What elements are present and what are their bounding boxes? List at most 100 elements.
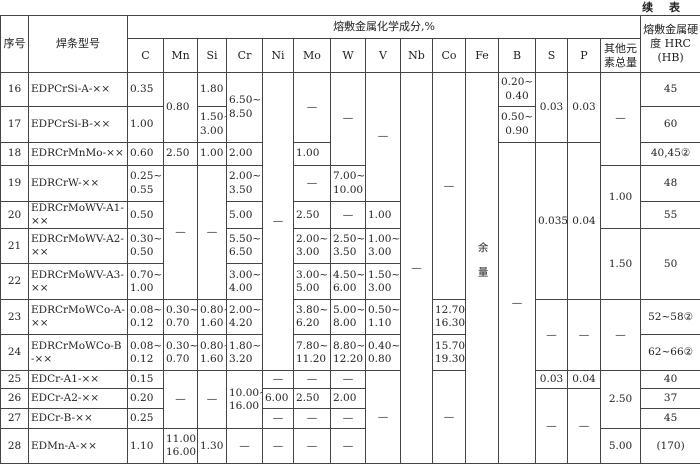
composition-value: 0.08~0.12 <box>128 335 164 371</box>
column-header: V <box>366 39 401 73</box>
composition-value: 1.50 <box>601 229 641 300</box>
composition-value: 0.30~0.70 <box>164 335 198 371</box>
row-number: 20 <box>1 202 29 229</box>
column-header: Fe <box>466 39 499 73</box>
row-number: 21 <box>1 229 29 264</box>
composition-value: 5.00~8.00 <box>331 300 366 335</box>
composition-value: — <box>536 300 568 371</box>
row-number: 24 <box>1 335 29 371</box>
electrode-model: EDCr-A2-×× <box>29 389 128 409</box>
composition-value: — <box>294 166 331 202</box>
composition-value: 0.80~1.60 <box>198 335 227 371</box>
composition-value: 2.50 <box>601 371 641 429</box>
composition-value: 2.50 <box>164 143 198 166</box>
column-header: Mn <box>164 39 198 73</box>
column-header: 熔敷金属硬度 HRC (HB) <box>641 16 700 73</box>
row-number: 22 <box>1 264 29 300</box>
composition-value: — <box>601 300 641 371</box>
composition-value: — <box>227 429 263 464</box>
composition-value: 0.70~1.00 <box>128 264 164 300</box>
hardness: 55 <box>641 202 700 229</box>
composition-value: — <box>331 409 366 429</box>
composition-value: — <box>164 166 198 300</box>
composition-value: — <box>601 73 641 166</box>
composition-value: — <box>294 73 331 143</box>
composition-value: 1.00 <box>198 143 227 166</box>
composition-value: 0.04 <box>568 143 601 300</box>
composition-value: — <box>401 73 433 464</box>
composition-value: 2.00~3.00 <box>294 229 331 264</box>
hardness: (170) <box>641 429 700 464</box>
composition-value: 1.80~3.20 <box>227 335 263 371</box>
composition-value: 1.00 <box>128 107 164 143</box>
column-header: Nb <box>401 39 433 73</box>
composition-value: — <box>568 389 601 464</box>
column-header: Si <box>198 39 227 73</box>
composition-value: 0.03 <box>568 73 601 143</box>
composition-value: 0.20 <box>128 389 164 409</box>
electrode-model: EDRCrMnMo-×× <box>29 143 128 166</box>
hardness: 45 <box>641 409 700 429</box>
composition-value: 8.80~12.20 <box>331 335 366 371</box>
composition-value: — <box>263 409 294 429</box>
composition-value: 2.50~3.50 <box>331 229 366 264</box>
row-number: 26 <box>1 389 29 409</box>
electrode-model: EDRCrMoWCo-A-×× <box>29 300 128 335</box>
column-header: C <box>128 39 164 73</box>
composition-value: — <box>263 429 294 464</box>
composition-value: 3.00~4.00 <box>227 264 263 300</box>
column-header: Cr <box>227 39 263 73</box>
column-header: 焊条型号 <box>29 16 128 73</box>
composition-value: 0.08~0.12 <box>128 300 164 335</box>
composition-value: 0.40~0.80 <box>366 335 401 371</box>
composition-value: 5.00 <box>227 202 263 229</box>
group-header: 熔敷金属化学成分,% <box>128 16 641 39</box>
header-row: 序号焊条型号熔敷金属化学成分,%熔敷金属硬度 HRC (HB) <box>1 16 700 39</box>
composition-value: 3.80~6.20 <box>294 300 331 335</box>
composition-value: 0.30~0.70 <box>164 300 198 335</box>
composition-value: 0.04 <box>568 371 601 389</box>
composition-value: 0.60 <box>128 143 164 166</box>
composition-value: 0.25 <box>128 409 164 429</box>
hardness: 62~66② <box>641 335 700 371</box>
row-number: 17 <box>1 107 29 143</box>
composition-value: 7.80~11.20 <box>294 335 331 371</box>
electrode-model: EDPCrSi-B-×× <box>29 107 128 143</box>
composition-value: 2.00~4.20 <box>227 300 263 335</box>
composition-value: 0.50~0.90 <box>499 107 536 143</box>
column-header: W <box>331 39 366 73</box>
hardness: 40 <box>641 371 700 389</box>
hardness: 45 <box>641 73 700 107</box>
composition-value: — <box>366 73 401 202</box>
column-header: Ni <box>263 39 294 73</box>
composition-value: 7.00~10.00 <box>331 166 366 202</box>
composition-value: 余量 <box>466 73 499 464</box>
composition-value: 6.00 <box>263 389 294 409</box>
composition-value: — <box>198 371 227 429</box>
electrode-model: EDRCrMoWCo-B-×× <box>29 335 128 371</box>
composition-value: 1.00 <box>294 143 331 166</box>
hardness: 52~58② <box>641 300 700 335</box>
composition-value: 1.00 <box>366 202 401 229</box>
electrode-model: EDCr-A1-×× <box>29 371 128 389</box>
hardness: 60 <box>641 107 700 143</box>
composition-value: 3.00~5.00 <box>294 264 331 300</box>
electrode-model: EDRCrMoWV-A2-×× <box>29 229 128 264</box>
table-row: 23EDRCrMoWCo-A-××0.08~0.120.30~0.700.80~… <box>1 300 700 335</box>
column-header: Co <box>433 39 466 73</box>
continued-note: 续 表 <box>0 0 700 15</box>
electrode-model: EDPCrSi-A-×× <box>29 73 128 107</box>
column-header: B <box>499 39 536 73</box>
electrode-model: EDRCrMoWV-A1-×× <box>29 202 128 229</box>
composition-value: — <box>263 73 294 371</box>
hardness: 40,45② <box>641 143 700 166</box>
row-number: 25 <box>1 371 29 389</box>
composition-value: 1.30 <box>198 429 227 464</box>
row-number: 19 <box>1 166 29 202</box>
electrode-model: EDRCrMoWV-A3-×× <box>29 264 128 300</box>
composition-value: — <box>433 73 466 300</box>
composition-value: 0.035 <box>536 143 568 300</box>
